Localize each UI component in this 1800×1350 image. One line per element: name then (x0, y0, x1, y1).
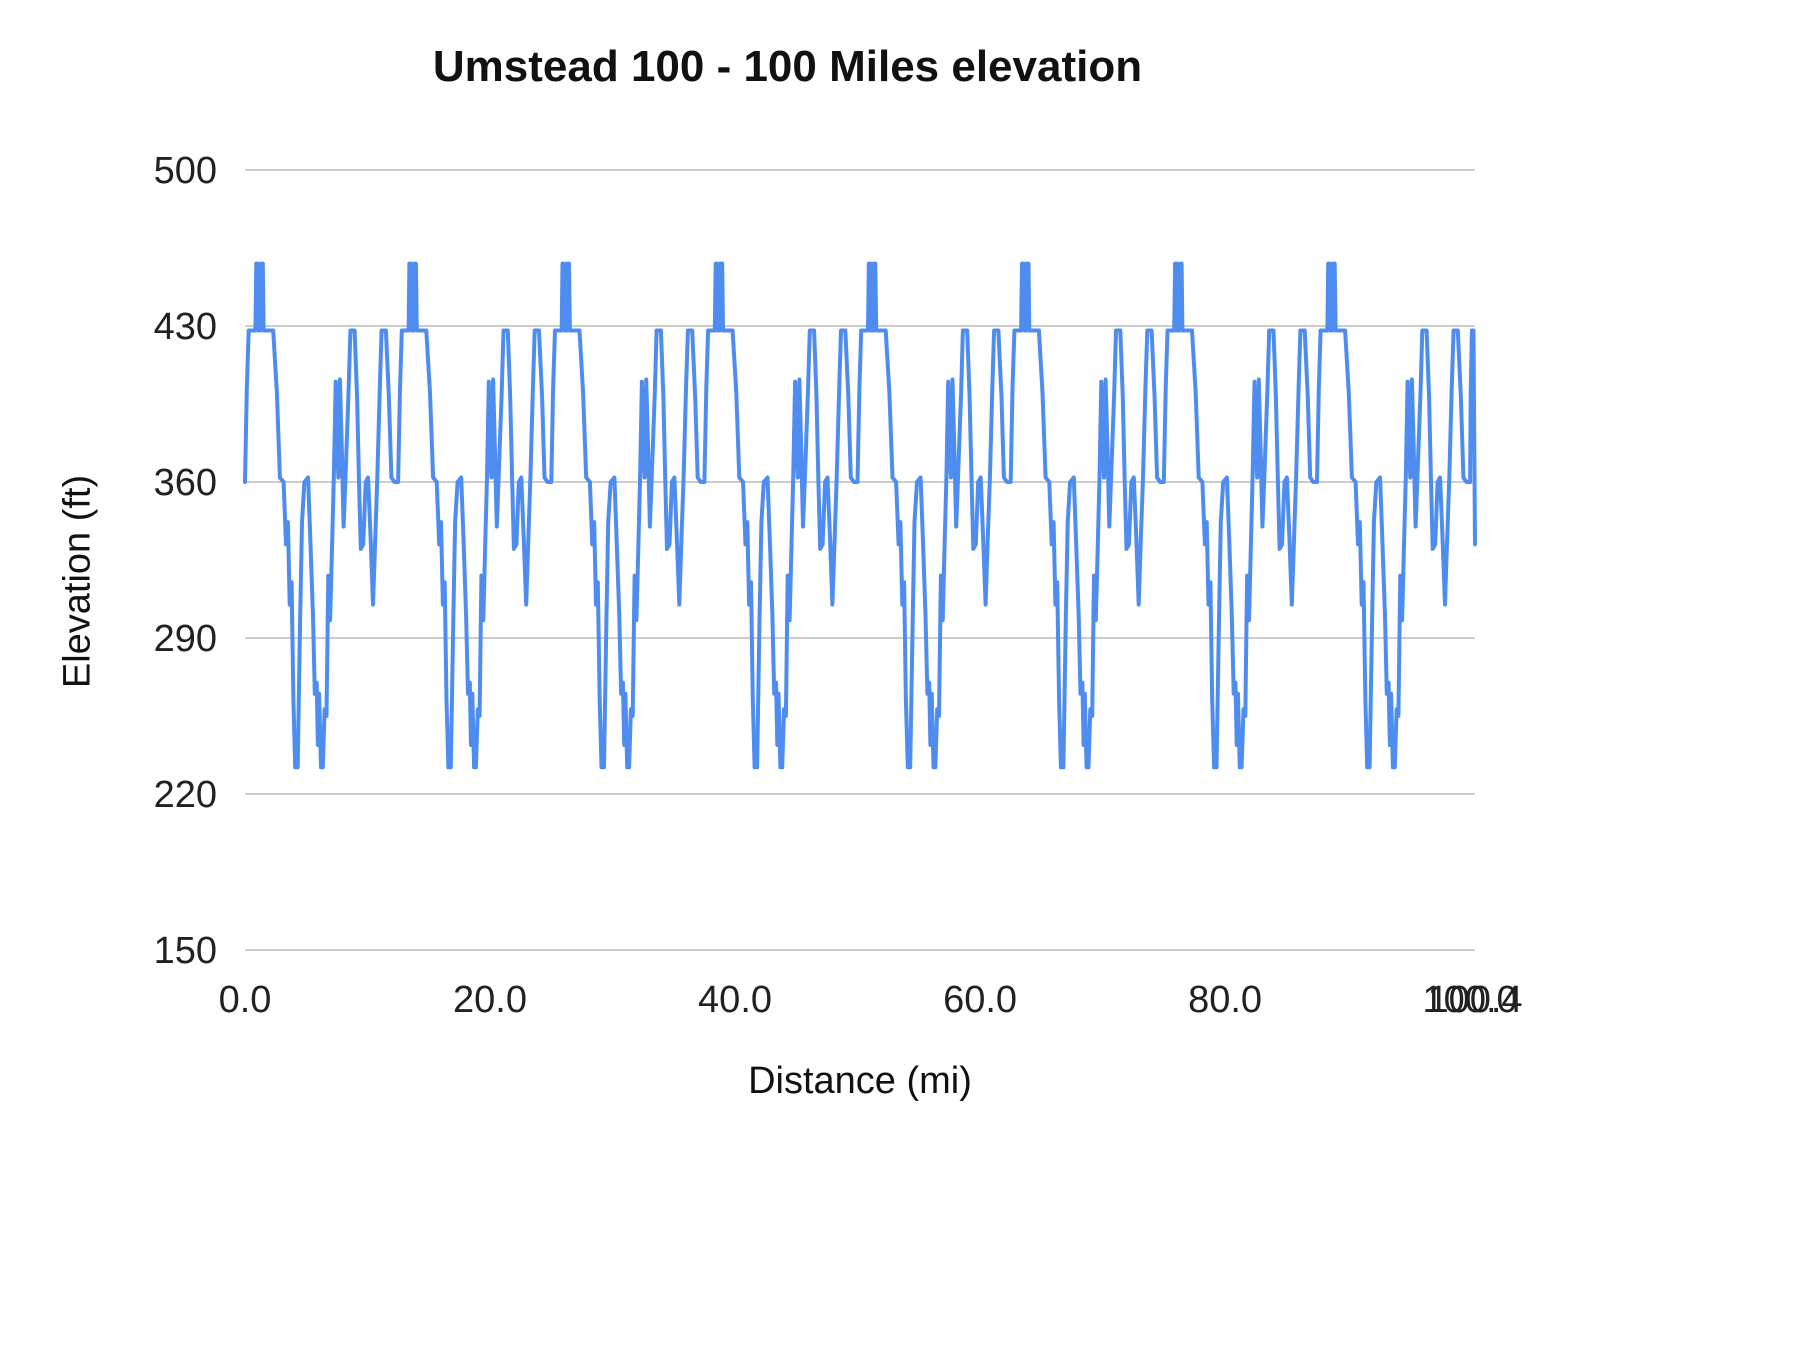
y-tick-label: 150 (154, 930, 217, 972)
y-tick-label: 360 (154, 462, 217, 504)
y-tick-label: 220 (154, 774, 217, 816)
y-tick-label: 500 (154, 150, 217, 192)
x-tick-label: 20.0 (453, 979, 527, 1021)
y-tick-label: 290 (154, 618, 217, 660)
chart-title: Umstead 100 - 100 Miles elevation (432, 42, 1143, 91)
x-tick-label: 80.0 (1188, 979, 1262, 1021)
x-tick-label: 100.0 (1423, 979, 1518, 1021)
x-tick-label: 40.0 (698, 979, 772, 1021)
x-axis-title: Distance (mi) (748, 1060, 972, 1102)
x-tick-label: 60.0 (943, 979, 1017, 1021)
x-tick-label: 0.0 (219, 979, 272, 1021)
x-tick-label: 100.4 (1427, 979, 1522, 1021)
y-axis-tick-labels: 150 220 290 360 430 500 (154, 150, 217, 972)
gridlines (245, 169, 1475, 951)
elevation-line (243, 261, 1477, 770)
y-tick-label: 430 (154, 306, 217, 348)
